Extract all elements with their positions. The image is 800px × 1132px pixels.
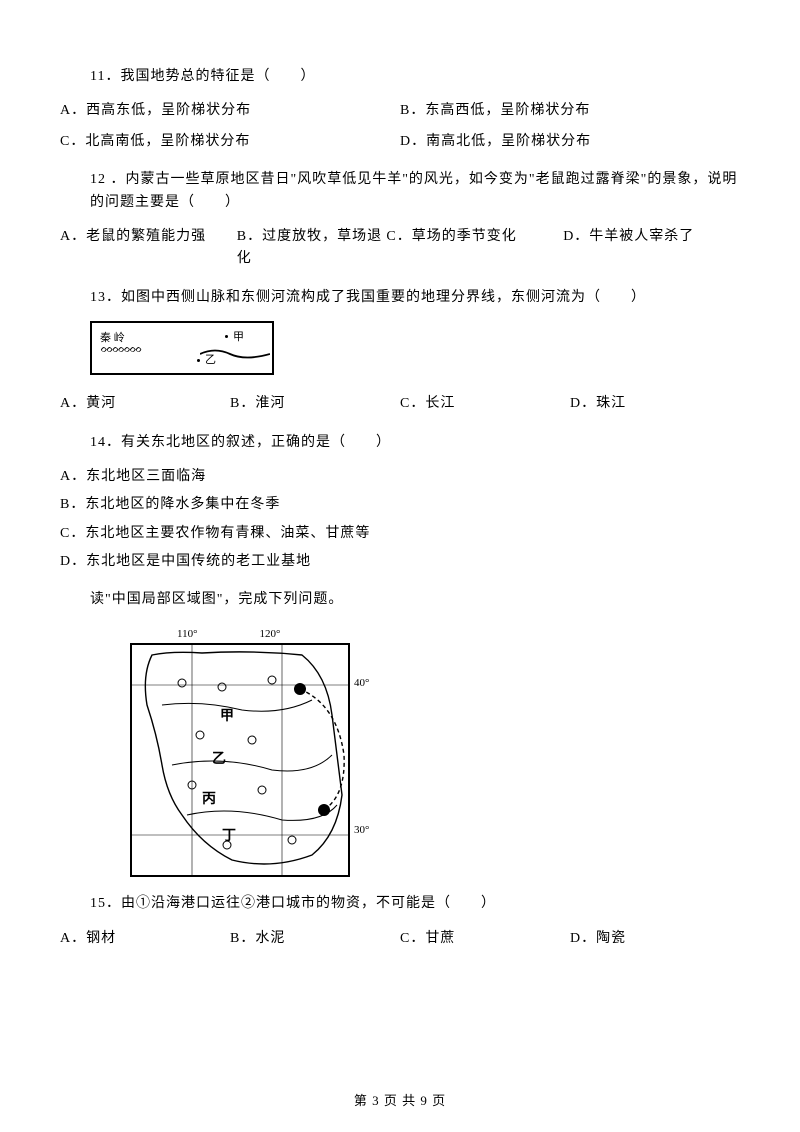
q14-stem: 14．有关东北地区的叙述，正确的是（ ） — [90, 432, 740, 454]
q15-options: A．钢材 B．水泥 C．甘蔗 D．陶瓷 — [60, 928, 740, 950]
map-svg-icon: 甲 乙 丙 丁 — [132, 645, 348, 875]
q14-opt-c: C．东北地区主要农作物有青稞、油菜、甘蔗等 — [60, 523, 740, 545]
lon-110-label: 110° — [177, 626, 198, 644]
q12-opt-d: D．牛羊被人宰杀了 — [563, 226, 740, 248]
label-jia: 甲 — [233, 329, 244, 347]
q15-stem: 15．由①沿海港口运往②港口城市的物资，不可能是（ ） — [90, 893, 740, 915]
river-line-icon — [200, 345, 270, 363]
dot-jia-icon — [225, 335, 228, 338]
page-footer: 第 3 页 共 9 页 — [0, 1091, 800, 1112]
q12-options: A．老鼠的繁殖能力强 B．过度放牧，草场退化 C．草场的季节变化 D．牛羊被人宰… — [60, 226, 740, 271]
q15-opt-d: D．陶瓷 — [570, 928, 740, 950]
q14-options: A．东北地区三面临海 B．东北地区的降水多集中在冬季 C．东北地区主要农作物有青… — [60, 466, 740, 574]
q13-options: A．黄河 B．淮河 C．长江 D．珠江 — [60, 393, 740, 415]
q12-stem: 12 ．内蒙古一些草原地区昔日"风吹草低见牛羊"的风光，如今变为"老鼠跑过露脊梁… — [90, 169, 740, 214]
q11-options-row2: C．北高南低，呈阶梯状分布 D．南高北低，呈阶梯状分布 — [60, 131, 740, 153]
q12-opt-c: C．草场的季节变化 — [386, 226, 563, 248]
q11-opt-b: B．东高西低，呈阶梯状分布 — [400, 100, 740, 122]
q15-opt-b: B．水泥 — [230, 928, 400, 950]
map-figure-wrap: 110° 120° — [130, 626, 740, 878]
q13-opt-c: C．长江 — [400, 393, 570, 415]
lat-30-label: 30° — [354, 822, 369, 840]
svg-text:丙: 丙 — [202, 791, 216, 807]
q11-opt-a: A．西高东低，呈阶梯状分布 — [60, 100, 400, 122]
q14-opt-d: D．东北地区是中国传统的老工业基地 — [60, 551, 740, 573]
q15-opt-a: A．钢材 — [60, 928, 230, 950]
q11-options-row1: A．西高东低，呈阶梯状分布 B．东高西低，呈阶梯状分布 — [60, 100, 740, 122]
lat-40-label: 40° — [354, 675, 369, 693]
q12-opt-a: A．老鼠的繁殖能力强 — [60, 226, 237, 248]
svg-text:丁: 丁 — [222, 829, 236, 844]
svg-text:乙: 乙 — [212, 751, 226, 767]
q14-opt-b: B．东北地区的降水多集中在冬季 — [60, 494, 740, 516]
mountain-glyphs: ᨔᨔᨔᨔᨔᨔᨔ — [100, 344, 141, 355]
map-box: 甲 乙 丙 丁 — [130, 643, 350, 877]
q13-opt-a: A．黄河 — [60, 393, 230, 415]
q13-opt-b: B．淮河 — [230, 393, 400, 415]
q14-opt-a: A．东北地区三面临海 — [60, 466, 740, 488]
lon-120-label: 120° — [260, 626, 281, 644]
q12-opt-b: B．过度放牧，草场退化 — [237, 226, 387, 271]
q13-opt-d: D．珠江 — [570, 393, 740, 415]
q11-opt-c: C．北高南低，呈阶梯状分布 — [60, 131, 400, 153]
q11-stem: 11．我国地势总的特征是（ ） — [90, 66, 740, 88]
q15-opt-c: C．甘蔗 — [400, 928, 570, 950]
q13-figure: 秦 岭 ᨔᨔᨔᨔᨔᨔᨔ 甲 乙 — [90, 321, 274, 375]
q11-opt-d: D．南高北低，呈阶梯状分布 — [400, 131, 740, 153]
q13-stem: 13．如图中西侧山脉和东侧河流构成了我国重要的地理分界线，东侧河流为（ ） — [90, 287, 740, 309]
svg-text:甲: 甲 — [220, 708, 234, 724]
map-intro: 读"中国局部区域图"，完成下列问题。 — [90, 589, 740, 611]
mountain-label: 秦 岭 ᨔᨔᨔᨔᨔᨔᨔ — [100, 333, 141, 355]
